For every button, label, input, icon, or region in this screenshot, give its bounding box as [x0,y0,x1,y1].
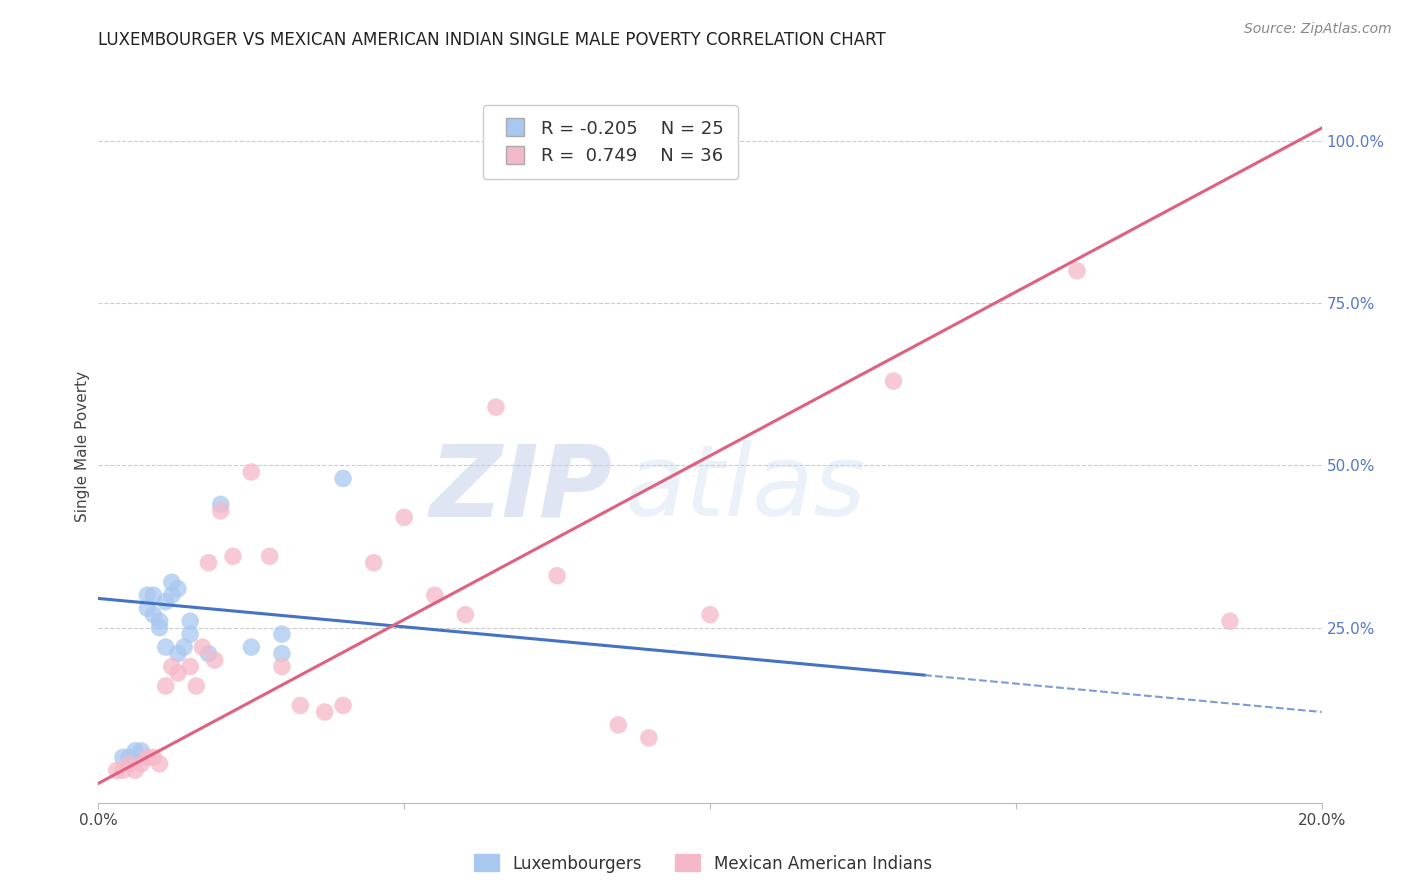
Point [142,588,165,602]
Point [142,607,165,622]
Point [160,588,183,602]
Point [363,556,385,570]
Point [118,750,141,764]
Point [883,374,905,388]
Point [149,621,172,635]
Point [155,640,177,654]
Point [637,731,661,745]
Point [485,400,508,414]
Point [105,764,128,778]
Text: atlas: atlas [624,441,866,537]
Legend: Luxembourgers, Mexican American Indians: Luxembourgers, Mexican American Indians [468,847,938,880]
Point [314,705,336,719]
Y-axis label: Single Male Poverty: Single Male Poverty [75,370,90,522]
Point [167,647,190,661]
Point [155,679,177,693]
Point [191,640,214,654]
Point [240,640,263,654]
Point [270,647,292,661]
Point [173,640,195,654]
Point [209,504,232,518]
Point [546,568,568,582]
Point [270,659,292,673]
Point [1066,264,1088,278]
Point [167,582,190,596]
Point [155,595,177,609]
Point [160,575,183,590]
Point [124,744,146,758]
Point [290,698,312,713]
Point [124,764,146,778]
Text: LUXEMBOURGER VS MEXICAN AMERICAN INDIAN SINGLE MALE POVERTY CORRELATION CHART: LUXEMBOURGER VS MEXICAN AMERICAN INDIAN … [98,31,886,49]
Point [179,659,201,673]
Point [111,764,134,778]
Point [222,549,245,564]
Point [454,607,477,622]
Point [332,698,354,713]
Point [111,750,134,764]
Point [1219,614,1241,628]
Point [149,756,172,771]
Legend: R = -0.205    N = 25, R =  0.749    N = 36: R = -0.205 N = 25, R = 0.749 N = 36 [482,105,738,179]
Point [160,659,183,673]
Point [136,750,159,764]
Point [136,601,159,615]
Point [392,510,416,524]
Point [197,556,219,570]
Point [179,627,201,641]
Point [118,756,141,771]
Point [259,549,281,564]
Point [167,666,190,681]
Point [270,627,292,641]
Point [699,607,721,622]
Point [136,588,159,602]
Point [423,588,446,602]
Text: ZIP: ZIP [429,441,612,537]
Point [129,756,152,771]
Point [209,497,232,511]
Text: Source: ZipAtlas.com: Source: ZipAtlas.com [1244,22,1392,37]
Point [149,614,172,628]
Point [142,750,165,764]
Point [607,718,630,732]
Point [179,614,201,628]
Point [186,679,208,693]
Point [240,465,263,479]
Point [129,744,152,758]
Point [332,471,354,485]
Point [204,653,226,667]
Point [197,647,219,661]
